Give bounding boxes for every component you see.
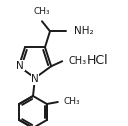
Text: N: N [31, 74, 39, 84]
Text: NH₂: NH₂ [74, 26, 94, 36]
Text: CH₃: CH₃ [34, 7, 50, 16]
Text: N: N [17, 61, 24, 71]
Text: CH₃: CH₃ [68, 56, 86, 66]
Text: CH₃: CH₃ [64, 98, 81, 106]
Text: HCl: HCl [87, 55, 109, 68]
